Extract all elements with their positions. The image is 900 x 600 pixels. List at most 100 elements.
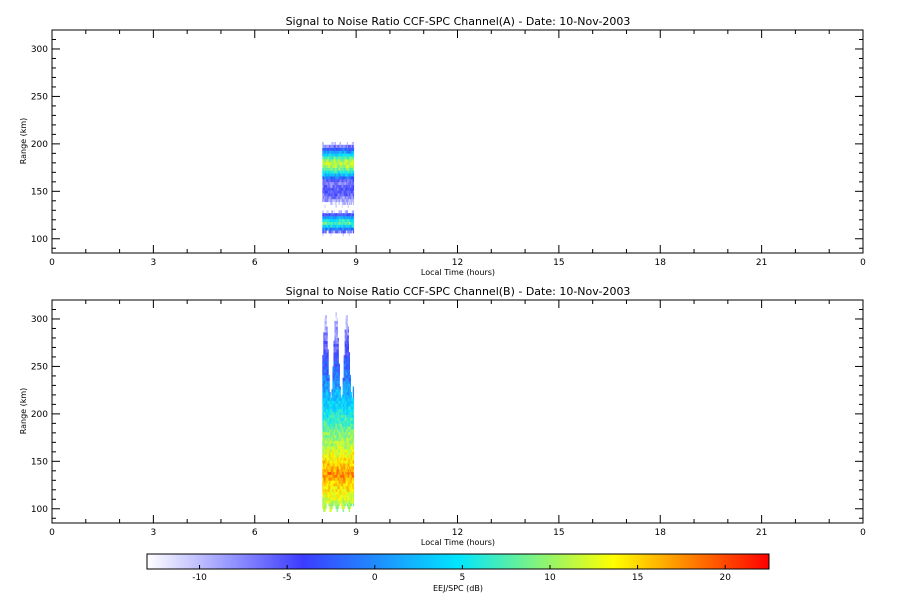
heatmap-cell bbox=[350, 215, 353, 220]
heatmap-cell bbox=[351, 500, 354, 504]
heatmap-cell bbox=[339, 417, 341, 421]
heatmap-cell bbox=[340, 431, 342, 436]
heatmap-cell bbox=[342, 173, 344, 177]
heatmap-cell bbox=[336, 218, 338, 222]
heatmap-cell bbox=[340, 198, 342, 203]
heatmap-cell bbox=[340, 397, 342, 401]
heatmap-cell bbox=[328, 503, 330, 507]
heatmap-cell bbox=[345, 326, 347, 330]
heatmap-cell bbox=[327, 190, 329, 194]
heatmap-cell bbox=[333, 491, 335, 495]
heatmap-cell bbox=[330, 397, 332, 401]
heatmap-cell bbox=[332, 403, 334, 407]
heatmap-cell bbox=[346, 377, 348, 381]
heatmap-cell bbox=[340, 164, 342, 168]
heatmap-cell bbox=[325, 466, 327, 470]
heatmap-cell bbox=[331, 173, 333, 177]
heatmap-cell bbox=[335, 173, 337, 177]
y-tick-label: 300 bbox=[31, 315, 48, 325]
heatmap-cell bbox=[340, 187, 342, 191]
heatmap-cell bbox=[349, 403, 352, 407]
heatmap-cell bbox=[332, 377, 334, 381]
heatmap-cell bbox=[333, 144, 335, 148]
heatmap-cell bbox=[324, 403, 326, 407]
heatmap-cell bbox=[325, 349, 327, 353]
heatmap-cell bbox=[350, 414, 353, 418]
heatmap-cell bbox=[336, 337, 338, 342]
heatmap-cell bbox=[330, 187, 332, 191]
heatmap-cell bbox=[350, 409, 353, 413]
heatmap-cell bbox=[345, 380, 347, 384]
heatmap-cell bbox=[350, 431, 353, 436]
heatmap-cell bbox=[346, 448, 348, 453]
heatmap-cell bbox=[332, 159, 334, 163]
heatmap-cell bbox=[348, 196, 351, 200]
heatmap-cell bbox=[336, 383, 338, 387]
heatmap-cell bbox=[323, 488, 325, 492]
heatmap-cell bbox=[351, 454, 354, 458]
heatmap-cell bbox=[323, 190, 325, 194]
heatmap-cell bbox=[333, 423, 335, 427]
heatmap-cell bbox=[339, 491, 341, 495]
heatmap-cell bbox=[339, 193, 341, 197]
heatmap-cell bbox=[334, 141, 336, 146]
heatmap-cell bbox=[324, 386, 326, 390]
heatmap-cell bbox=[349, 414, 352, 418]
heatmap-cell bbox=[352, 161, 355, 166]
heatmap-cell bbox=[334, 144, 336, 148]
heatmap-cell bbox=[346, 161, 348, 166]
heatmap-cell bbox=[327, 437, 329, 441]
heatmap-cell bbox=[322, 355, 324, 359]
heatmap-cell bbox=[343, 400, 345, 404]
heatmap-cell bbox=[338, 161, 340, 166]
heatmap-cell bbox=[344, 483, 346, 487]
heatmap-cell bbox=[351, 141, 354, 146]
heatmap-cell bbox=[344, 360, 346, 364]
heatmap-cell bbox=[333, 343, 335, 347]
heatmap-cell bbox=[324, 411, 326, 416]
heatmap-cell bbox=[326, 417, 328, 421]
heatmap-cell bbox=[342, 468, 344, 473]
heatmap-cell bbox=[336, 349, 338, 353]
heatmap-cell bbox=[327, 386, 329, 390]
heatmap-cell bbox=[343, 503, 345, 507]
heatmap-cell bbox=[349, 448, 352, 453]
heatmap-cell bbox=[330, 437, 332, 441]
heatmap-cell bbox=[348, 480, 351, 484]
heatmap-cell bbox=[338, 429, 340, 433]
heatmap-cell bbox=[322, 196, 324, 200]
heatmap-cell bbox=[322, 426, 324, 430]
heatmap-cell bbox=[325, 184, 327, 188]
heatmap-cell bbox=[324, 508, 326, 512]
heatmap-cell bbox=[350, 468, 353, 473]
heatmap-cell bbox=[345, 500, 347, 504]
heatmap-cell bbox=[348, 374, 351, 379]
heatmap-cell bbox=[325, 485, 327, 490]
heatmap-cell bbox=[325, 434, 327, 438]
heatmap-cell bbox=[343, 500, 345, 504]
heatmap-cell bbox=[334, 323, 336, 327]
heatmap-cell bbox=[324, 443, 326, 447]
heatmap-cell bbox=[350, 474, 353, 478]
heatmap-cell bbox=[342, 471, 344, 475]
heatmap-cell bbox=[352, 443, 355, 447]
heatmap-cell bbox=[324, 389, 326, 393]
x-tick-label: 18 bbox=[655, 528, 667, 538]
heatmap-cell bbox=[342, 500, 344, 504]
heatmap-cell bbox=[322, 429, 324, 433]
heatmap-cell bbox=[329, 491, 331, 495]
heatmap-cell bbox=[351, 488, 354, 492]
heatmap-cell bbox=[328, 446, 330, 450]
heatmap-cell bbox=[350, 503, 353, 507]
heatmap-cell bbox=[334, 451, 336, 455]
heatmap-cell bbox=[336, 474, 338, 478]
heatmap-cell bbox=[349, 488, 352, 492]
heatmap-cell bbox=[346, 360, 348, 364]
heatmap-cell bbox=[352, 176, 355, 180]
heatmap-cell bbox=[338, 440, 340, 444]
heatmap-cell bbox=[345, 457, 347, 461]
heatmap-cell bbox=[345, 406, 347, 410]
heatmap-cell bbox=[328, 213, 330, 217]
heatmap-cell bbox=[332, 411, 334, 416]
heatmap-cell bbox=[328, 480, 330, 484]
